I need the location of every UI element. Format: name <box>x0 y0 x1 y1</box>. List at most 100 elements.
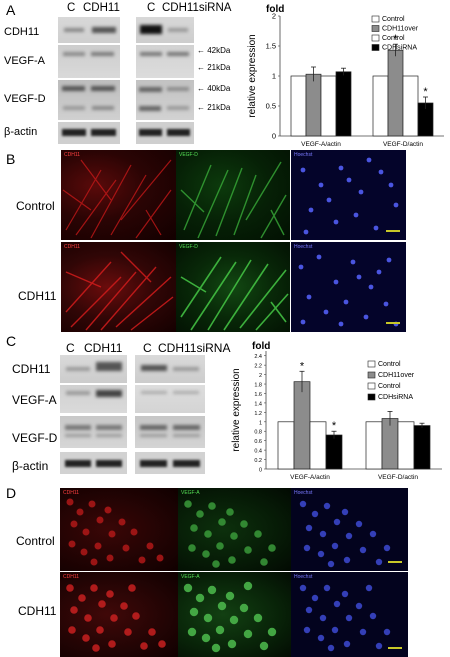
panel-c-col-c1: C <box>66 341 75 355</box>
chart-ytick-label: 1.5 <box>266 42 276 51</box>
chart-ytick-label: 1.6 <box>254 392 262 398</box>
chart-ytick-label: 0.6 <box>254 439 262 445</box>
micro-d-control-cdh11: CDH11 <box>60 488 178 571</box>
panel-a-row-vegfa: VEGF-A <box>4 55 45 67</box>
chart-ytick-label: 1 <box>272 72 276 81</box>
blot-a-actin-right <box>136 122 194 144</box>
panel-a-col-c1: C <box>67 2 76 14</box>
chart-category-label: VEGF-D/actin <box>378 474 418 481</box>
chart-ytick-label: 2 <box>272 12 276 21</box>
micro-b-cdh11-vegfd: VEGF-D <box>176 242 290 332</box>
blot-c-actin-right <box>135 452 205 474</box>
blot-a-cdh11-right <box>136 17 194 43</box>
micro-b-cdh11-hoechst: Hoechst <box>291 242 406 332</box>
panel-a-row-cdh11: CDH11 <box>4 26 40 38</box>
panel-c-row-cdh11: CDH11 <box>12 362 51 376</box>
marker-40kda: ← 40kDa <box>197 84 231 93</box>
chart-ylabel: relative expression <box>247 34 258 117</box>
panel-d-row-cdh11: CDH11 <box>18 604 57 618</box>
chart-ytick-label: 1 <box>259 420 262 426</box>
marker-21kda-d: ← 21kDa <box>197 103 231 112</box>
panel-d-row-control: Control <box>16 534 55 548</box>
chart-legend-label: Control <box>378 383 401 390</box>
chart-legend-swatch <box>367 371 376 379</box>
chart-bar <box>397 421 415 470</box>
panel-c-row-vegfd: VEGF-D <box>12 431 58 445</box>
micro-d-cdh11-vegfa: VEGF-A <box>178 572 291 657</box>
chart-title: fold <box>266 4 284 15</box>
chart-legend-label: Control <box>378 361 401 368</box>
blot-c-cdh11-right <box>135 355 205 383</box>
chart-bar <box>413 425 431 470</box>
chart-bar <box>277 421 295 470</box>
chart-ytick-label: 2.2 <box>254 364 262 370</box>
chart-bar <box>402 75 419 137</box>
chart-legend-label: Control <box>382 35 405 42</box>
chart-category-label: VEGF-A/actin <box>290 474 330 481</box>
panel-c-letter: C <box>6 333 17 349</box>
chart-significance: * <box>332 420 337 432</box>
micro-b-control-cdh11: CDH11 <box>61 150 176 240</box>
chart-ytick-label: 0.2 <box>254 458 262 464</box>
chart-ytick-label: 1.2 <box>254 411 262 417</box>
panel-b-letter: B <box>6 151 16 167</box>
panel-d-letter: D <box>6 485 17 501</box>
panel-a-col-sirna: CDH11siRNA <box>162 2 232 14</box>
chart-legend-swatch <box>367 393 376 401</box>
panel-a-row-actin: β-actin <box>4 126 38 138</box>
chart-bar <box>381 418 399 470</box>
chart-bar <box>290 75 307 137</box>
chart-title: fold <box>252 341 270 352</box>
blot-a-actin-left <box>58 122 120 144</box>
chart-ytick-label: 0 <box>272 132 276 141</box>
blot-c-vegfd-left <box>60 416 127 448</box>
chart-ylabel: relative expression <box>231 368 242 451</box>
panel-a-row-vegfd: VEGF-D <box>4 93 46 105</box>
marker-21kda-a: ← 21kDa <box>197 63 231 72</box>
chart-bar <box>305 73 322 137</box>
panel-c-col-cdh11: CDH11 <box>84 341 123 355</box>
chart-legend-swatch <box>367 382 376 390</box>
blot-a-vegfa-right <box>136 45 194 78</box>
chart-legend-swatch <box>371 34 380 42</box>
blot-c-vegfd-right <box>135 416 205 448</box>
panel-c-row-actin: β-actin <box>12 459 49 473</box>
panel-c-col-c2: C <box>143 341 152 355</box>
chart-ytick-label: 2 <box>259 373 262 379</box>
micro-d-control-vegfa: VEGF-A <box>178 488 291 571</box>
blot-c-vegfa-right <box>135 385 205 413</box>
panel-a-col-c2: C <box>147 2 156 14</box>
chart-bar <box>387 49 404 137</box>
chart-legend-swatch <box>371 44 380 51</box>
chart-category-label: VEGF-A/actin <box>301 141 341 148</box>
micro-b-cdh11-cdh11: CDH11 <box>61 242 176 332</box>
chart-bar <box>365 421 383 470</box>
micro-d-cdh11-cdh11: CDH11 <box>60 572 178 657</box>
chart-bar <box>293 381 311 470</box>
blot-c-actin-left <box>60 452 127 474</box>
chart-legend-label: CDH11over <box>382 26 419 33</box>
chart-legend-label: CDH11over <box>378 372 415 379</box>
chart-bar <box>309 421 327 470</box>
chart-ytick-label: 1.8 <box>254 383 262 389</box>
marker-42kda: ← 42kDa <box>197 46 231 55</box>
chart-legend-label: CDHsiRNA <box>382 45 417 52</box>
chart-significance: * <box>393 33 398 45</box>
blot-a-vegfd-right <box>136 80 194 120</box>
chart-ytick-label: 0.5 <box>266 102 276 111</box>
chart-bar <box>320 75 337 137</box>
chart-bar <box>325 434 343 470</box>
blot-c-vegfa-left <box>60 385 127 413</box>
panel-c-col-sirna: CDH11siRNA <box>158 341 231 355</box>
panel-b-row-cdh11: CDH11 <box>18 289 57 303</box>
panel-a-letter: A <box>6 2 16 18</box>
blot-c-cdh11-left <box>60 355 127 383</box>
micro-b-control-vegfd: VEGF-D <box>176 150 290 240</box>
chart-ytick-label: 0.8 <box>254 430 262 436</box>
chart-c: fold relative expression 0 0.2 0.4 0.6 0.8 1 1.2… <box>231 341 442 481</box>
chart-legend-swatch <box>371 15 380 23</box>
micro-b-control-hoechst: Hoechst <box>291 150 406 240</box>
chart-bar <box>372 75 389 137</box>
chart-a: fold relative expression 0 0.5 1 1.5 2 VEGF-A/a… <box>247 4 444 148</box>
chart-ytick-label: 2.4 <box>254 354 262 360</box>
